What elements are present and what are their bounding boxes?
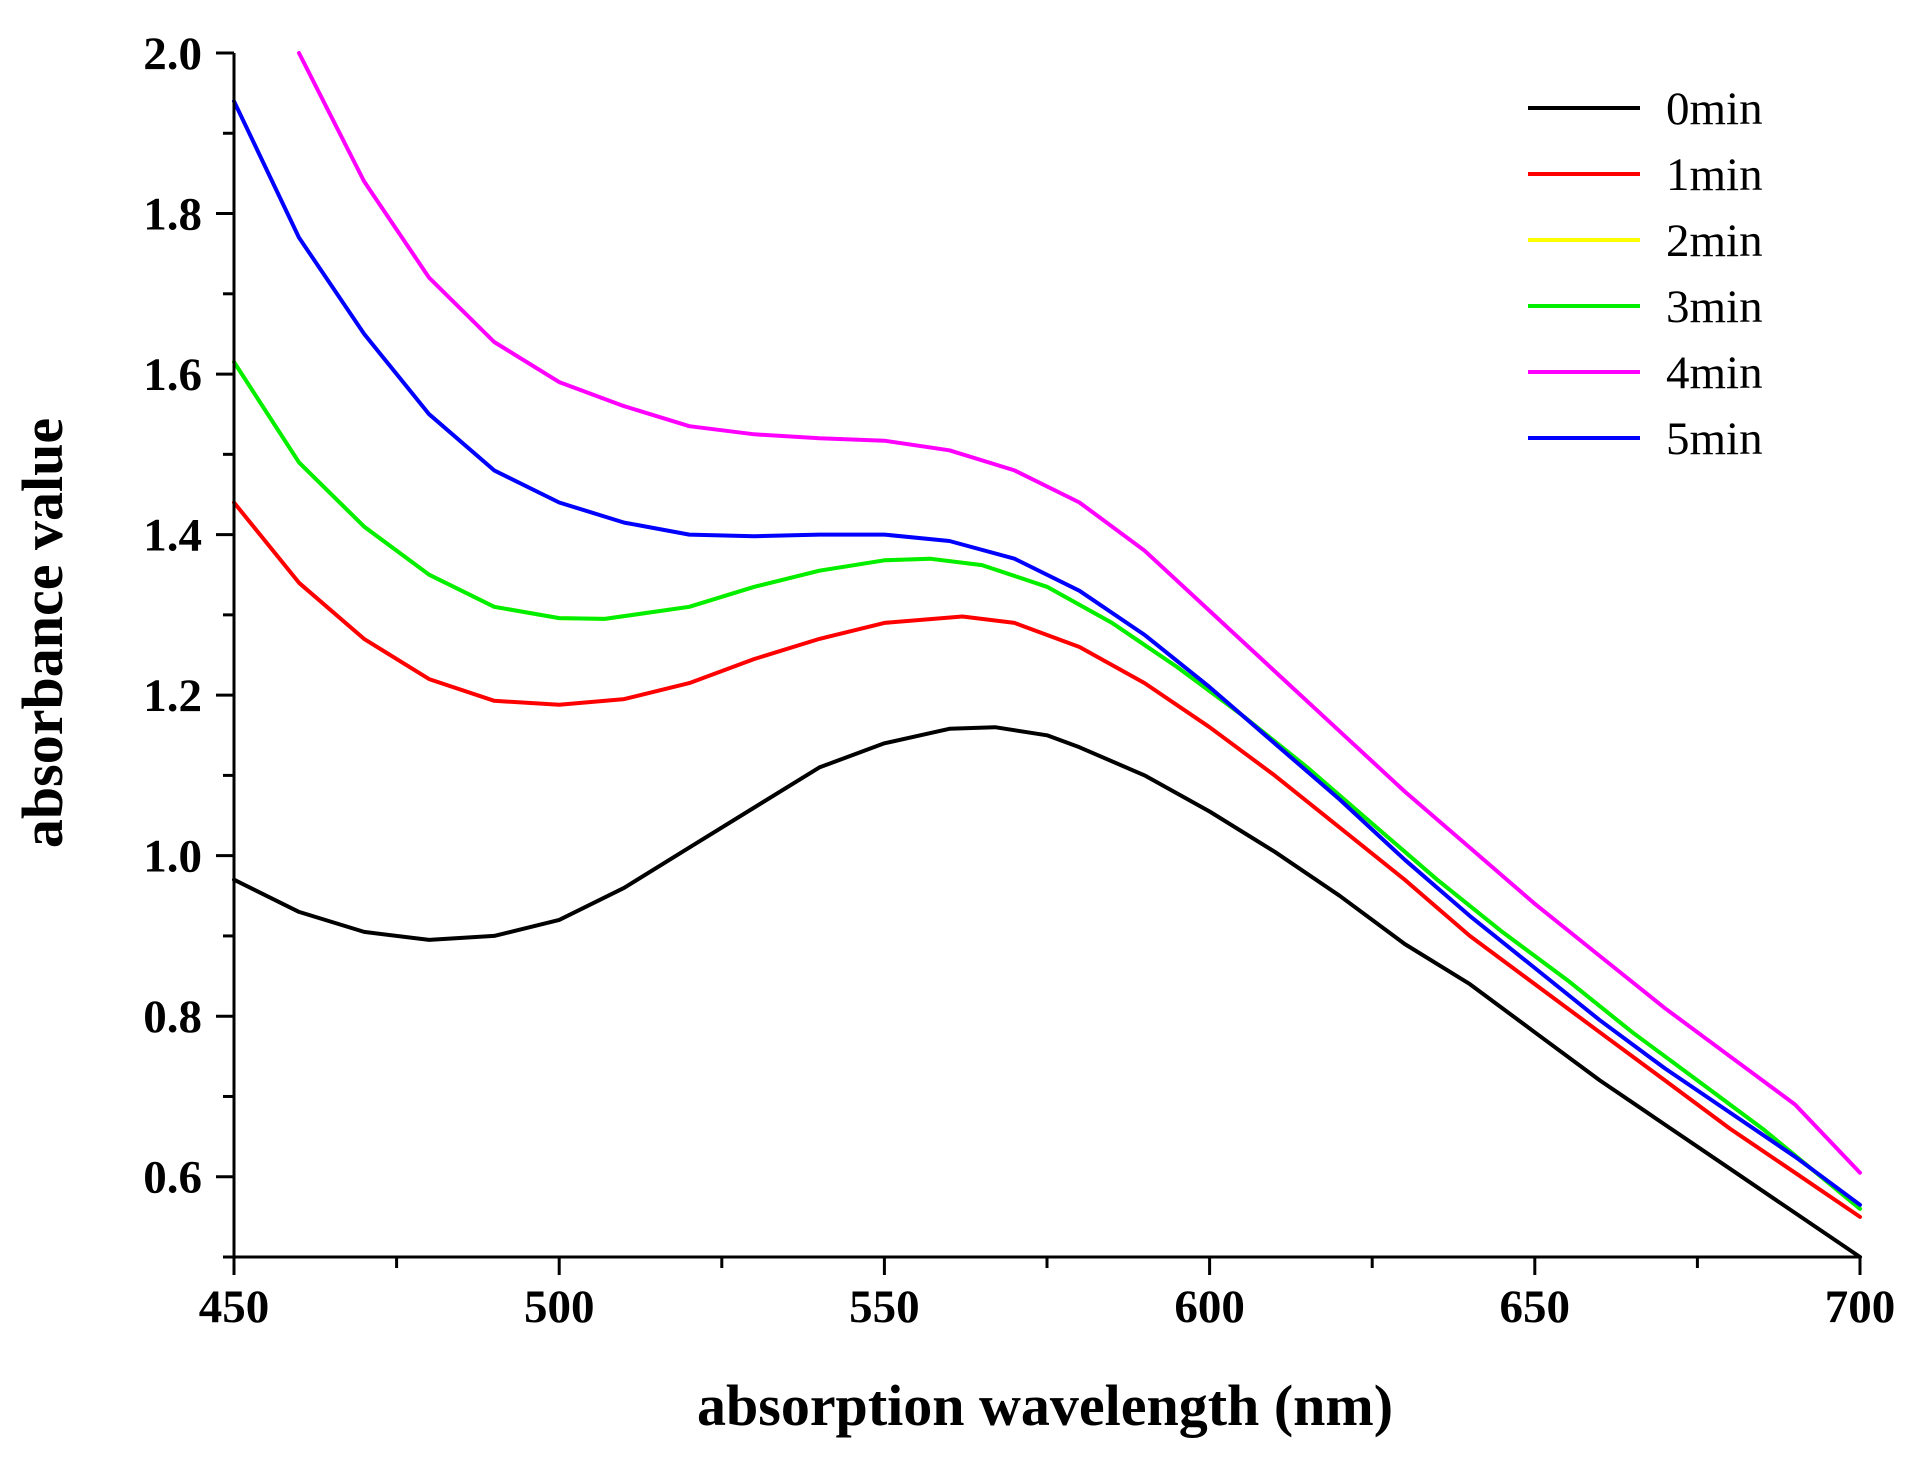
x-tick-label: 450 bbox=[199, 1281, 270, 1333]
y-tick-label: 2.0 bbox=[143, 28, 202, 80]
legend: 0min 1min 2min 3min 4min 5min bbox=[1528, 83, 1763, 465]
y-tick-label: 0.8 bbox=[143, 991, 202, 1043]
series-line-3min bbox=[232, 360, 1862, 1211]
legend-label-5min: 5min bbox=[1666, 413, 1763, 465]
x-tick-label: 700 bbox=[1825, 1281, 1896, 1333]
x-tick-label: 550 bbox=[849, 1281, 920, 1333]
series-line-5min bbox=[232, 99, 1862, 1207]
series-line-2min bbox=[232, 360, 1862, 1211]
series-line-1min bbox=[232, 500, 1862, 1219]
x-tick-label: 650 bbox=[1500, 1281, 1571, 1333]
x-tick-label: 500 bbox=[524, 1281, 595, 1333]
y-tick-label: 1.2 bbox=[143, 670, 202, 722]
legend-label-2min: 2min bbox=[1666, 215, 1763, 267]
legend-label-0min: 0min bbox=[1666, 83, 1763, 135]
x-tick-label: 600 bbox=[1174, 1281, 1245, 1333]
series-line-0min bbox=[232, 725, 1862, 1259]
y-tick-label: 1.4 bbox=[143, 510, 202, 562]
y-tick-label: 1.6 bbox=[143, 349, 202, 401]
legend-label-4min: 4min bbox=[1666, 347, 1763, 399]
axes bbox=[232, 53, 1860, 1259]
y-tick-label: 0.6 bbox=[143, 1152, 202, 1204]
y-tick-label: 1.0 bbox=[143, 831, 202, 883]
series-line-4min bbox=[297, 51, 1862, 1175]
axis-ticks: 450 500 550 600 650 700 0.6 0.8 1.0 1.2 1.4 1.6 1.8 2… bbox=[143, 28, 1895, 1333]
x-axis-title: absorption wavelength (nm) bbox=[697, 1373, 1393, 1438]
y-tick-label: 1.8 bbox=[143, 189, 202, 241]
series-lines bbox=[232, 51, 1862, 1259]
legend-label-1min: 1min bbox=[1666, 149, 1763, 201]
legend-label-3min: 3min bbox=[1666, 281, 1763, 333]
y-axis-title: absorbance value bbox=[10, 418, 75, 848]
